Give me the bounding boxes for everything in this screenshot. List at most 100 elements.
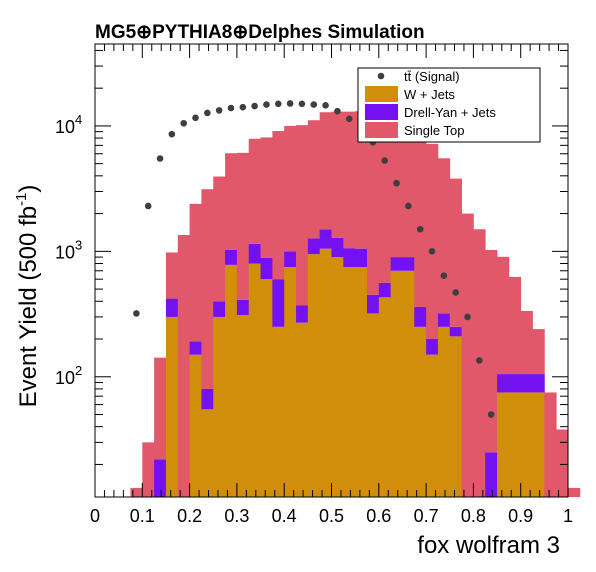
x-tick-label-10: 1 bbox=[563, 506, 573, 526]
bar-1-bin-10 bbox=[248, 243, 261, 264]
y-tick-label-0: 102 bbox=[55, 363, 82, 388]
bar-2-bin-34 bbox=[532, 329, 545, 375]
y-axis-label: Event Yield (500 fb-1) bbox=[13, 185, 42, 408]
signal-point-4 bbox=[180, 119, 187, 127]
bar-0-bin-3 bbox=[165, 316, 179, 497]
signal-point-10 bbox=[251, 102, 258, 110]
bar-2-bin-26 bbox=[437, 158, 451, 314]
bar-0-bin-6 bbox=[201, 409, 214, 497]
signal-point-24 bbox=[416, 225, 424, 233]
bar-1-bin-17 bbox=[331, 237, 344, 258]
bar-0-bin-26 bbox=[437, 326, 451, 497]
bar-0-bin-15 bbox=[307, 254, 321, 497]
bar-0-bin-20 bbox=[366, 313, 380, 497]
signal-point-11 bbox=[263, 101, 270, 108]
signal-point-2 bbox=[156, 155, 164, 162]
legend-label-1: W + Jets bbox=[404, 87, 455, 102]
bar-1-bin-16 bbox=[319, 229, 332, 249]
bar-2-bin-5 bbox=[189, 203, 202, 342]
bar-2-bin-12 bbox=[272, 131, 285, 280]
bar-0-bin-11 bbox=[260, 279, 273, 497]
bar-1-bin-32 bbox=[508, 374, 522, 393]
x-tick-label-8: 0.8 bbox=[461, 506, 486, 526]
signal-point-28 bbox=[464, 313, 471, 321]
x-tick-label-2: 0.2 bbox=[177, 506, 202, 526]
signal-point-17 bbox=[334, 107, 341, 115]
bar-0-bin-17 bbox=[331, 257, 344, 497]
bar-2-bin-36 bbox=[556, 429, 569, 497]
y-tick-label-1: 103 bbox=[55, 237, 82, 262]
signal-point-7 bbox=[215, 107, 223, 114]
bar-2-bin-13 bbox=[284, 125, 297, 252]
bar-1-bin-21 bbox=[378, 282, 392, 298]
x-tick-label-7: 0.7 bbox=[414, 506, 439, 526]
x-tick-label-9: 0.9 bbox=[508, 506, 533, 526]
bar-2-bin-18 bbox=[343, 111, 356, 249]
bar-0-bin-21 bbox=[378, 297, 392, 497]
y-tick-label-base-2: 10 bbox=[55, 117, 75, 137]
bar-2-bin-6 bbox=[201, 189, 214, 389]
bar-0-bin-10 bbox=[248, 263, 261, 497]
bar-2-bin-37 bbox=[568, 487, 581, 497]
bar-1-bin-18 bbox=[343, 248, 356, 268]
bar-1-bin-14 bbox=[296, 305, 309, 323]
bar-0-bin-7 bbox=[213, 316, 226, 497]
signal-markers bbox=[133, 100, 495, 418]
signal-point-13 bbox=[286, 100, 294, 107]
bar-1-bin-34 bbox=[532, 374, 545, 393]
bar-2-bin-10 bbox=[248, 138, 261, 244]
bar-2-bin-35 bbox=[544, 392, 557, 497]
bar-1-bin-19 bbox=[355, 248, 368, 268]
y-axis-label-close: ) bbox=[15, 185, 42, 193]
signal-point-25 bbox=[428, 248, 436, 255]
y-tick-label-base-1: 10 bbox=[55, 242, 75, 262]
x-axis-ticks: 0 0.1 0.2 0.3 0.4 0.5 0.6 0.7 0.8 0.9 1 bbox=[90, 44, 573, 526]
bar-2-bin-33 bbox=[520, 310, 533, 375]
bar-2-bin-21 bbox=[378, 111, 392, 283]
signal-point-3 bbox=[168, 130, 176, 138]
bar-1-bin-11 bbox=[260, 257, 273, 280]
bar-0-bin-16 bbox=[319, 248, 332, 497]
bar-2-bin-9 bbox=[236, 152, 250, 300]
x-tick-label-4: 0.4 bbox=[272, 506, 297, 526]
bar-1-bin-33 bbox=[520, 374, 533, 393]
bar-2-bin-32 bbox=[508, 276, 522, 375]
bar-0-bin-27 bbox=[449, 336, 462, 497]
signal-point-16 bbox=[322, 102, 329, 109]
legend: tt̄ (Signal) W + Jets Drell-Yan + Jets Sing… bbox=[357, 67, 541, 143]
bar-2-bin-30 bbox=[485, 250, 498, 453]
bar-2-bin-31 bbox=[497, 256, 510, 375]
signal-point-5 bbox=[192, 114, 199, 122]
bar-1-bin-20 bbox=[366, 294, 380, 314]
bar-2-bin-28 bbox=[461, 213, 474, 497]
bar-1-bin-9 bbox=[236, 299, 250, 316]
signal-point-0 bbox=[133, 310, 140, 317]
bar-0-bin-18 bbox=[343, 267, 356, 497]
bar-2-bin-19 bbox=[355, 111, 368, 249]
bar-1-bin-26 bbox=[437, 313, 451, 327]
bar-0-bin-12 bbox=[272, 326, 285, 497]
bar-0-bin-25 bbox=[426, 354, 439, 497]
legend-label-3: Single Top bbox=[404, 123, 464, 138]
stacked-bars bbox=[130, 111, 581, 497]
x-axis-label: fox wolfram 3 bbox=[417, 532, 560, 559]
signal-point-1 bbox=[144, 202, 152, 210]
bar-0-bin-34 bbox=[532, 392, 545, 497]
bar-1-bin-13 bbox=[284, 251, 297, 268]
y-tick-label-exp-0: 2 bbox=[75, 363, 82, 378]
legend-swatch-1 bbox=[365, 86, 398, 102]
bar-0-bin-23 bbox=[402, 270, 415, 497]
legend-marker-0 bbox=[377, 72, 385, 80]
bar-2-bin-14 bbox=[296, 125, 309, 306]
signal-point-6 bbox=[204, 109, 211, 117]
bar-0-bin-5 bbox=[189, 354, 202, 497]
signal-point-22 bbox=[393, 179, 400, 187]
bar-2-bin-11 bbox=[260, 137, 273, 258]
bar-1-bin-25 bbox=[426, 339, 439, 355]
bar-1-bin-27 bbox=[449, 326, 462, 337]
signal-point-12 bbox=[274, 100, 282, 108]
bar-0-bin-22 bbox=[390, 270, 403, 497]
signal-point-26 bbox=[440, 272, 448, 279]
